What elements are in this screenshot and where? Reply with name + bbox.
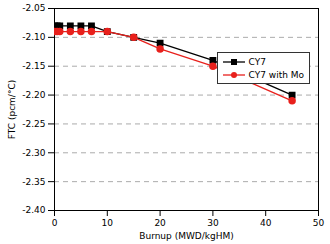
html-text:CY7: CY7 [248, 56, 266, 67]
svg-text:FTC (pcm/°C): FTC (pcm/°C) [7, 80, 17, 139]
svg-text:Burnup (MWD/kgHM): Burnup (MWD/kgHM) [139, 231, 234, 241]
svg-text:-2.10: -2.10 [22, 32, 46, 42]
svg-text:-2.05: -2.05 [22, 3, 45, 13]
svg-text:-2.15: -2.15 [22, 61, 45, 71]
svg-text:-2.20: -2.20 [22, 90, 46, 100]
svg-text:40: 40 [260, 218, 272, 228]
svg-text:30: 30 [207, 218, 219, 228]
svg-text:-2.40: -2.40 [22, 205, 46, 215]
svg-text:20: 20 [154, 218, 166, 228]
svg-text:-2.35: -2.35 [22, 177, 45, 187]
svg-text:0: 0 [52, 218, 58, 228]
svg-text:10: 10 [102, 218, 114, 228]
svg-text:50: 50 [313, 218, 325, 228]
html-text:CY7 with Mo: CY7 with Mo [248, 69, 304, 80]
svg-text:-2.30: -2.30 [22, 148, 46, 158]
svg-text:-2.25: -2.25 [22, 119, 45, 129]
